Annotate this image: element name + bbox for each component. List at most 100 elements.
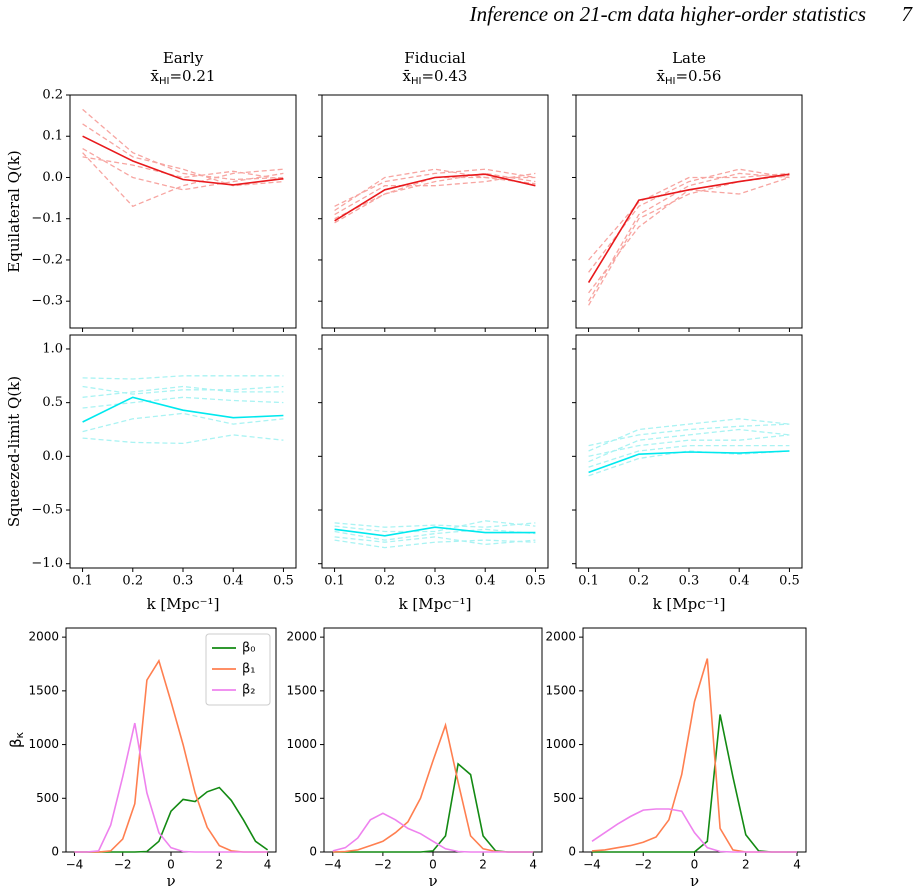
legend-label: β₁ [242,662,256,677]
series-line [588,444,790,468]
y-tick-label: 0.2 [42,88,63,103]
y-tick-label: 500 [36,791,59,805]
series-line [334,536,536,546]
series-line [82,434,284,445]
panel-subtitle: x̄HI=0.21 [151,67,216,87]
x-tick-label: 0.4 [223,574,244,589]
y-label-part: β [7,738,25,748]
x-tick-label: −4 [583,858,601,872]
y-tick-label: 500 [294,791,317,805]
series-line [74,722,268,853]
y-label-part: κ [13,731,26,738]
panel-title: Fiducial [404,49,466,67]
subtitle-part: HI [665,76,675,87]
series-line [588,428,790,463]
x-tick-label: 2 [479,858,487,872]
x-tick-label: 0.2 [122,574,143,589]
series-line [588,172,790,302]
y-tick-label: −0.2 [31,252,63,267]
y-tick-label: 0.0 [42,449,63,464]
x-tick-label: −2 [374,858,392,872]
series-line [332,762,534,853]
x-axis-label: ν [166,872,175,890]
axes-frame [575,94,803,329]
y-tick-label: 1000 [545,737,576,751]
series-line [332,812,534,853]
y-tick-label: 0.5 [42,395,63,410]
series-line [588,418,790,452]
panel-subtitle: x̄HI=0.43 [403,67,468,87]
x-axis-label: k [Mpc⁻¹] [399,595,472,613]
axes-frame [323,627,543,853]
y-tick-label: 1.0 [42,341,63,356]
subtitle-part: =0.56 [675,67,721,85]
y-tick-label: 0 [309,845,317,859]
x-tick-label: 0.1 [578,574,599,589]
y-tick-label: −0.3 [31,294,63,309]
page-number: 7 [902,2,914,26]
x-axis-label: ν [428,872,437,890]
x-tick-label: 0.3 [425,574,446,589]
series-line [591,808,797,853]
series-line [82,385,284,395]
series-line [334,168,536,207]
x-axis-label: k [Mpc⁻¹] [653,595,726,613]
y-tick-label: −0.1 [31,211,63,226]
x-tick-label: 0.1 [324,574,345,589]
x-tick-label: 4 [793,858,801,872]
x-axis-label: k [Mpc⁻¹] [147,595,220,613]
subtitle-part: =0.21 [169,67,215,85]
y-tick-label: 1000 [28,737,59,751]
x-tick-label: 0.2 [628,574,649,589]
subtitle-part: x̄ [403,67,412,85]
running-title: Inference on 21-cm data higher-order sta… [469,2,866,26]
series-line [334,528,536,541]
series-line [588,434,790,457]
x-tick-label: 0.2 [374,574,395,589]
y-tick-label: −0.5 [31,503,63,518]
x-tick-label: 0.1 [72,574,93,589]
x-tick-label: 0 [429,858,437,872]
x-tick-label: 0 [167,858,175,872]
series-line [588,450,790,474]
series-line [588,168,790,273]
y-tick-label: 500 [553,791,576,805]
y-tick-label: 1500 [545,683,576,697]
y-tick-label: −1.0 [31,556,63,571]
series-line [588,174,790,306]
series-line [587,173,790,284]
y-axis-label: Squeezed-limit Q(k) [5,376,23,527]
series-line [82,396,284,409]
series-line [82,156,284,181]
axes-frame [69,94,297,329]
y-tick-label: 1500 [28,683,59,697]
series-line [82,152,284,208]
y-tick-label: 1500 [286,683,317,697]
series-line [332,722,534,853]
series-line [334,172,536,220]
y-axis-label: βκ [7,731,27,748]
subtitle-part: HI [411,76,421,87]
x-tick-label: 2 [215,858,223,872]
y-tick-label: 0 [51,845,59,859]
series-line [588,450,790,477]
y-tick-label: 0.1 [42,129,63,144]
y-tick-label: 2000 [286,630,317,644]
subtitle-part: x̄ [151,67,160,85]
series-line [334,172,536,216]
series-line [82,123,284,187]
y-axis-label: Equilateral Q(k) [5,150,23,272]
axes-frame [582,627,807,853]
y-tick-label: 1000 [286,737,317,751]
subtitle-part: x̄ [657,67,666,85]
x-tick-label: −2 [634,858,652,872]
x-tick-label: 0.4 [729,574,750,589]
y-tick-label: 0.0 [42,170,63,185]
series-line [334,176,536,224]
x-tick-label: 0 [691,858,699,872]
legend-label: β₂ [242,683,256,698]
series-line [82,135,284,186]
legend-label: β₀ [242,641,256,656]
x-tick-label: −4 [324,858,342,872]
axes-frame [321,94,549,329]
